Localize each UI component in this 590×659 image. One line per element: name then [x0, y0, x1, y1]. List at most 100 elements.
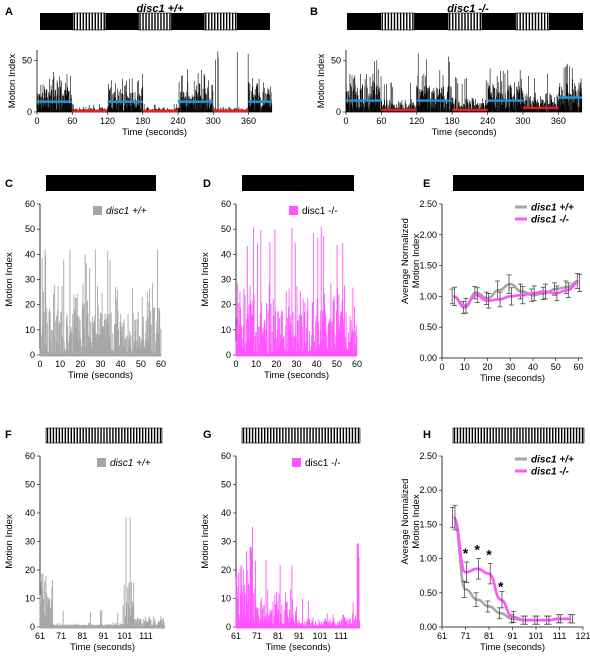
y-tick-label: 2.00 [419, 485, 437, 495]
significance-marker: * [475, 542, 481, 558]
y-tick-label: 40 [221, 508, 231, 518]
x-tick-label: 30 [505, 362, 515, 372]
legend: disc1 +/+ [97, 458, 151, 469]
y-axis-label: Average NormalizedMotion Index [400, 218, 422, 304]
legend-swatch [93, 206, 102, 215]
y-tick-label: 30 [25, 537, 35, 547]
y-tick-label: 10 [221, 594, 231, 604]
x-tick-label: 0 [439, 362, 444, 372]
panel-letter-a: A [5, 6, 13, 18]
y-axis-label: Motion Index [4, 514, 15, 569]
x-tick-label: 71 [460, 631, 470, 641]
x-tick-label: 91 [294, 631, 304, 641]
y-tick-label: 0 [226, 350, 231, 360]
stimulus-dark-segment [242, 175, 354, 191]
legend: disc1 +/+disc1 -/- [515, 455, 574, 478]
y-tick-label: 50 [331, 55, 341, 65]
stimulus-dark-segment [347, 13, 381, 30]
panel-letter-e: E [423, 178, 430, 190]
legend-label: disc1 +/+ [531, 455, 574, 466]
panel-title-b: disc1 -/- [447, 3, 489, 15]
y-tick-label: 60 [221, 199, 231, 209]
x-axis-label: Time (seconds) [264, 370, 329, 381]
x-tick-label: 121 [575, 631, 590, 641]
x-tick-label: 50 [551, 362, 561, 372]
y-tick-label: 0.50 [419, 322, 437, 332]
x-tick-label: 10 [251, 359, 261, 369]
y-tick-label: 20 [25, 565, 35, 575]
x-tick-label: 81 [273, 631, 283, 641]
x-tick-label: 91 [507, 631, 517, 641]
x-tick-label: 120 [100, 116, 115, 126]
series-line [452, 516, 572, 622]
legend-label: disc1 -/- [531, 215, 569, 226]
x-tick-label: 71 [56, 631, 66, 641]
line-series-h: disc1 +/+disc1 -/- * * * * [450, 455, 575, 625]
stimulus-bar-h [452, 427, 585, 444]
x-tick-label: 50 [332, 359, 342, 369]
x-tick-label: 0 [343, 116, 348, 126]
y-tick-label: 2.00 [419, 230, 437, 240]
legend-swatch [97, 458, 106, 467]
legend-label: disc1 -/- [302, 206, 338, 217]
series-bars-b [345, 53, 583, 112]
stimulus-dark-segment [453, 175, 584, 191]
y-axis-label-line: Average Normalized [400, 479, 411, 565]
x-axis-label: Time (seconds) [480, 373, 545, 384]
x-tick-label: 20 [75, 359, 85, 369]
x-axis-label: Time (seconds) [431, 127, 496, 138]
y-tick-label: 40 [25, 508, 35, 518]
panel-letter-b: B [310, 6, 318, 18]
y-tick-label: 0.50 [419, 588, 437, 598]
y-axis-label: Motion Index [4, 252, 15, 307]
y-tick-label: 0.00 [419, 353, 437, 363]
y-axis-label-line: Motion Index [411, 494, 422, 549]
legend: disc1 +/+ [93, 206, 147, 217]
x-tick-label: 300 [206, 116, 221, 126]
legend: disc1 -/- [289, 206, 338, 217]
y-tick-label: 0 [27, 107, 32, 117]
x-tick-label: 60 [573, 362, 583, 372]
y-tick-label: 50 [25, 224, 35, 234]
y-axis-label: Motion Index [316, 54, 327, 109]
y-tick-label: 10 [25, 325, 35, 335]
stimulus-bar-c [46, 175, 156, 191]
stimulus-bar-e [453, 175, 584, 191]
x-tick-label: 10 [460, 362, 470, 372]
y-tick-label: 10 [221, 325, 231, 335]
y-tick-label: 1.50 [419, 519, 437, 529]
y-tick-label: 20 [221, 565, 231, 575]
stimulus-dark-segment [237, 13, 270, 30]
legend: disc1 +/+disc1 -/- [515, 203, 574, 226]
x-axis-label: Time (seconds) [265, 642, 330, 653]
x-tick-label: 61 [35, 631, 45, 641]
y-tick-label: 2.50 [419, 451, 437, 461]
axes-g: 0 10 20 30 40 50 60 61 71 81 91 101 111 Time (seconds… [200, 451, 348, 653]
y-tick-label: 1.00 [419, 554, 437, 564]
x-tick-label: 40 [312, 359, 322, 369]
y-tick-label: 0 [336, 107, 341, 117]
y-tick-label: 0 [226, 622, 231, 632]
series-bars-a [36, 51, 273, 113]
y-tick-label: 60 [221, 451, 231, 461]
y-axis-label: Average NormalizedMotion Index [400, 479, 422, 565]
x-tick-label: 61 [231, 631, 241, 641]
stimulus-bar-g [241, 427, 361, 444]
axes-d: 0 10 20 30 40 50 60 0 10 20 30 40 50 60 Time (seconds)… [200, 199, 362, 381]
x-tick-label: 111 [139, 631, 153, 641]
panel-letter-g: G [203, 429, 212, 441]
x-tick-label: 360 [241, 116, 256, 126]
x-tick-label: 10 [55, 359, 65, 369]
y-tick-label: 60 [25, 451, 35, 461]
axes-h: 0.00 0.50 1.00 1.50 2.00 2.50 61 71 81 91 101 111 12… [400, 451, 590, 653]
y-tick-label: 20 [25, 300, 35, 310]
x-tick-label: 30 [291, 359, 301, 369]
x-tick-label: 81 [77, 631, 87, 641]
x-tick-label: 240 [170, 116, 185, 126]
series-line [452, 516, 572, 622]
y-tick-label: 30 [221, 537, 231, 547]
legend-swatch [292, 458, 301, 467]
y-tick-label: 30 [25, 275, 35, 285]
y-axis-label-line: Average Normalized [400, 218, 411, 304]
y-tick-label: 40 [25, 249, 35, 259]
